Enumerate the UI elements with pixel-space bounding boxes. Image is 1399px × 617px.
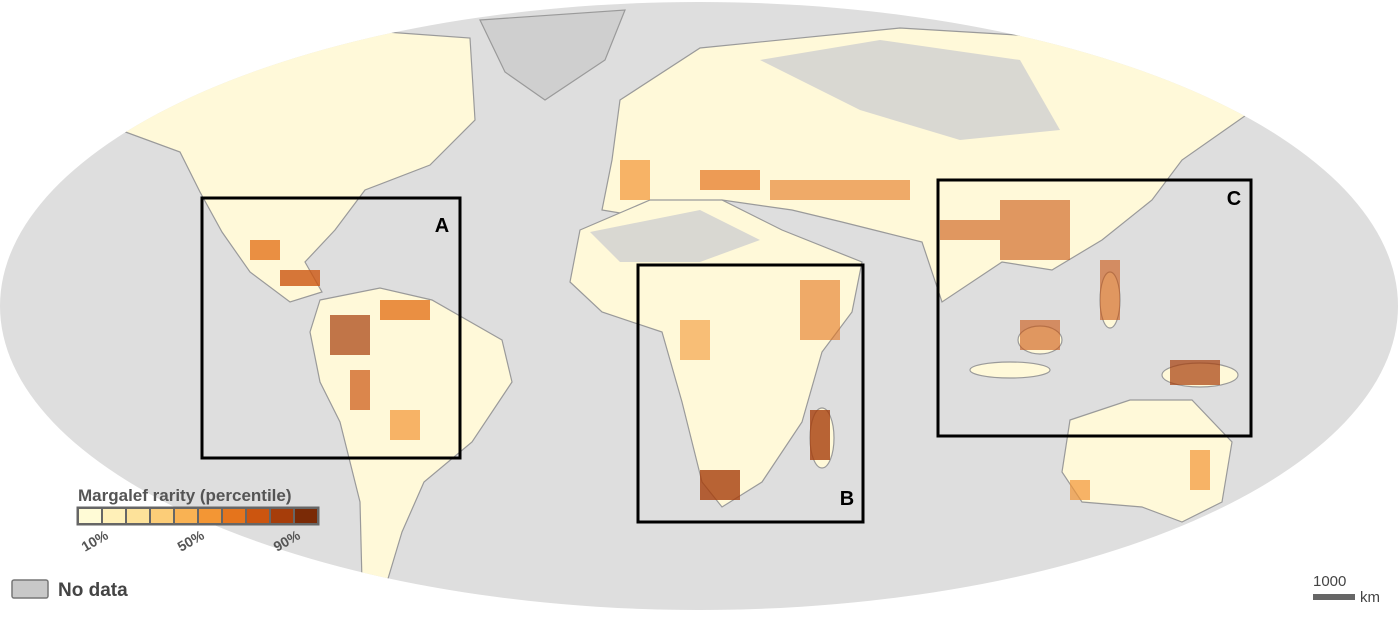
scale-distance: 1000 — [1313, 573, 1346, 590]
legend-tick-label: 10% — [79, 526, 112, 554]
box-a — [200, 196, 462, 460]
legend-swatch — [295, 509, 317, 523]
region-boxes — [200, 178, 1253, 524]
legend-swatch — [127, 509, 149, 523]
africa — [569, 199, 863, 508]
scale-bar — [1313, 594, 1355, 600]
legend-tick-label: 50% — [175, 526, 208, 554]
greenland — [479, 9, 626, 101]
java — [969, 361, 1051, 379]
box-label: A — [435, 215, 449, 237]
legend-swatch — [103, 509, 125, 523]
no-data-swatch — [11, 579, 49, 599]
box-label: B — [840, 488, 854, 510]
scale-unit: km — [1360, 589, 1380, 606]
box-b — [636, 263, 865, 524]
land — [99, 9, 1286, 593]
no-data-sahara — [590, 210, 760, 262]
box-c — [936, 178, 1253, 438]
legend-swatch — [151, 509, 173, 523]
legend-title: Margalef rarity (percentile) — [78, 486, 292, 505]
legend-swatch — [247, 509, 269, 523]
no-data-siberia — [760, 40, 1060, 140]
box-label: C — [1227, 188, 1241, 210]
hotspots — [250, 160, 1220, 500]
legend-swatch — [271, 509, 293, 523]
no-data-label: No data — [58, 580, 128, 601]
legend-swatch — [223, 509, 245, 523]
legend-swatch — [175, 509, 197, 523]
legend-swatch — [79, 509, 101, 523]
north-america — [99, 27, 476, 303]
legend-swatch — [199, 509, 221, 523]
